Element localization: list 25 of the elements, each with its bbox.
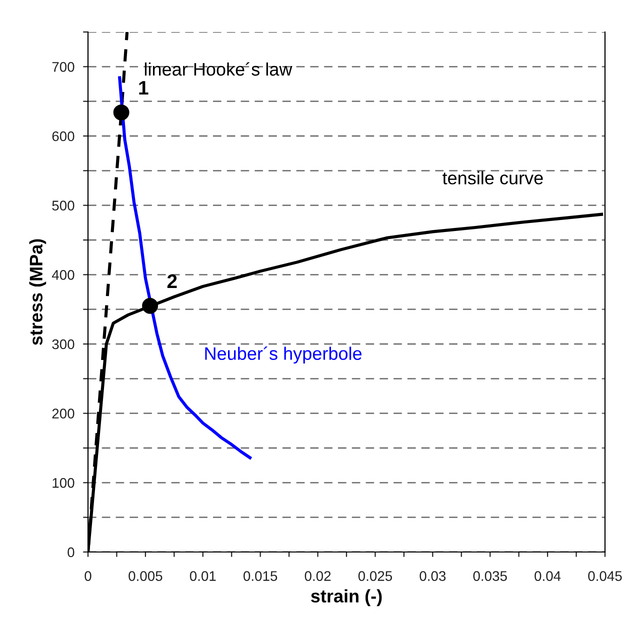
x-tick-label: 0.045 [588, 571, 622, 581]
y-tick-label: 600 [52, 131, 74, 142]
x-tick-label: 0.04 [534, 571, 561, 581]
x-tick-label: 0.02 [304, 571, 331, 581]
annotation: 1 [139, 81, 148, 95]
y-tick-label: 0 [68, 547, 74, 558]
y-axis-title: stress (MPa) [29, 239, 46, 346]
y-tick-label: 200 [52, 408, 74, 419]
x-tick-label: 0.005 [128, 571, 162, 581]
x-axis-title: strain (-) [311, 589, 382, 606]
x-tick-label: 0.035 [473, 571, 507, 581]
text: Neuber´s hyperbole [205, 346, 362, 364]
y-tick-label: 700 [52, 62, 74, 72]
x-tick-label: 0 [84, 571, 92, 581]
y-tick-label: 300 [52, 339, 74, 350]
y-tick-label: 100 [52, 478, 74, 488]
y-tick-label: 400 [52, 270, 74, 280]
x-tick-label: 0.025 [358, 571, 392, 581]
series-label: tensile curve [442, 171, 543, 184]
series-label: linear Hooke´s law [144, 62, 292, 76]
y-tick-label: 500 [52, 200, 74, 211]
x-tick-label: 0.015 [244, 571, 278, 581]
annotation: 2 [167, 274, 177, 288]
x-tick-label: 0.01 [190, 571, 216, 581]
x-tick-label: 0.03 [420, 571, 446, 581]
